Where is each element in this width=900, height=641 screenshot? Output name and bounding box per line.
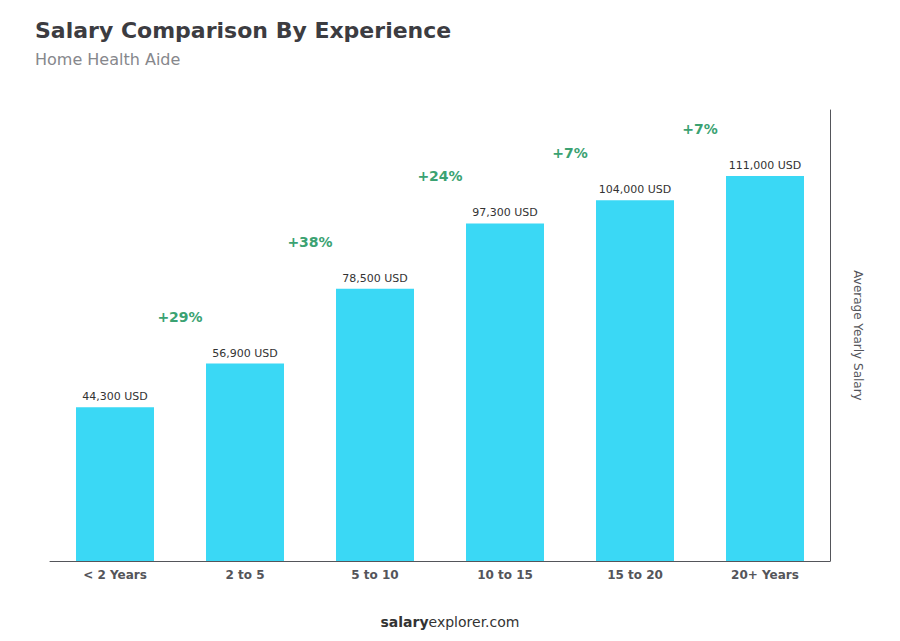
svg-text:10 to 15: 10 to 15 (477, 568, 533, 582)
svg-text:2 to 5: 2 to 5 (225, 568, 264, 582)
svg-text:97,300 USD: 97,300 USD (472, 206, 538, 219)
svg-text:salary: salary (381, 614, 429, 630)
svg-text:explorer.com: explorer.com (429, 614, 520, 630)
svg-text:+7%: +7% (552, 145, 588, 161)
svg-text:15 to 20: 15 to 20 (607, 568, 663, 582)
svg-text:111,000 USD: 111,000 USD (729, 159, 802, 172)
svg-text:20+ Years: 20+ Years (731, 568, 799, 582)
svg-text:Home Health Aide: Home Health Aide (35, 50, 180, 69)
svg-text:Average Yearly Salary: Average Yearly Salary (851, 270, 865, 400)
svg-text:< 2 Years: < 2 Years (83, 568, 147, 582)
svg-text:44,300 USD: 44,300 USD (82, 390, 148, 403)
svg-text:Salary Comparison By Experienc: Salary Comparison By Experience (35, 18, 451, 43)
svg-text:5 to 10: 5 to 10 (351, 568, 398, 582)
svg-text:+29%: +29% (157, 309, 202, 325)
svg-text:78,500 USD: 78,500 USD (342, 272, 408, 285)
svg-text:56,900 USD: 56,900 USD (212, 347, 278, 360)
svg-text:+24%: +24% (417, 168, 462, 184)
svg-text:+7%: +7% (682, 121, 718, 137)
svg-text:+38%: +38% (287, 234, 332, 250)
svg-text:104,000 USD: 104,000 USD (599, 183, 672, 196)
